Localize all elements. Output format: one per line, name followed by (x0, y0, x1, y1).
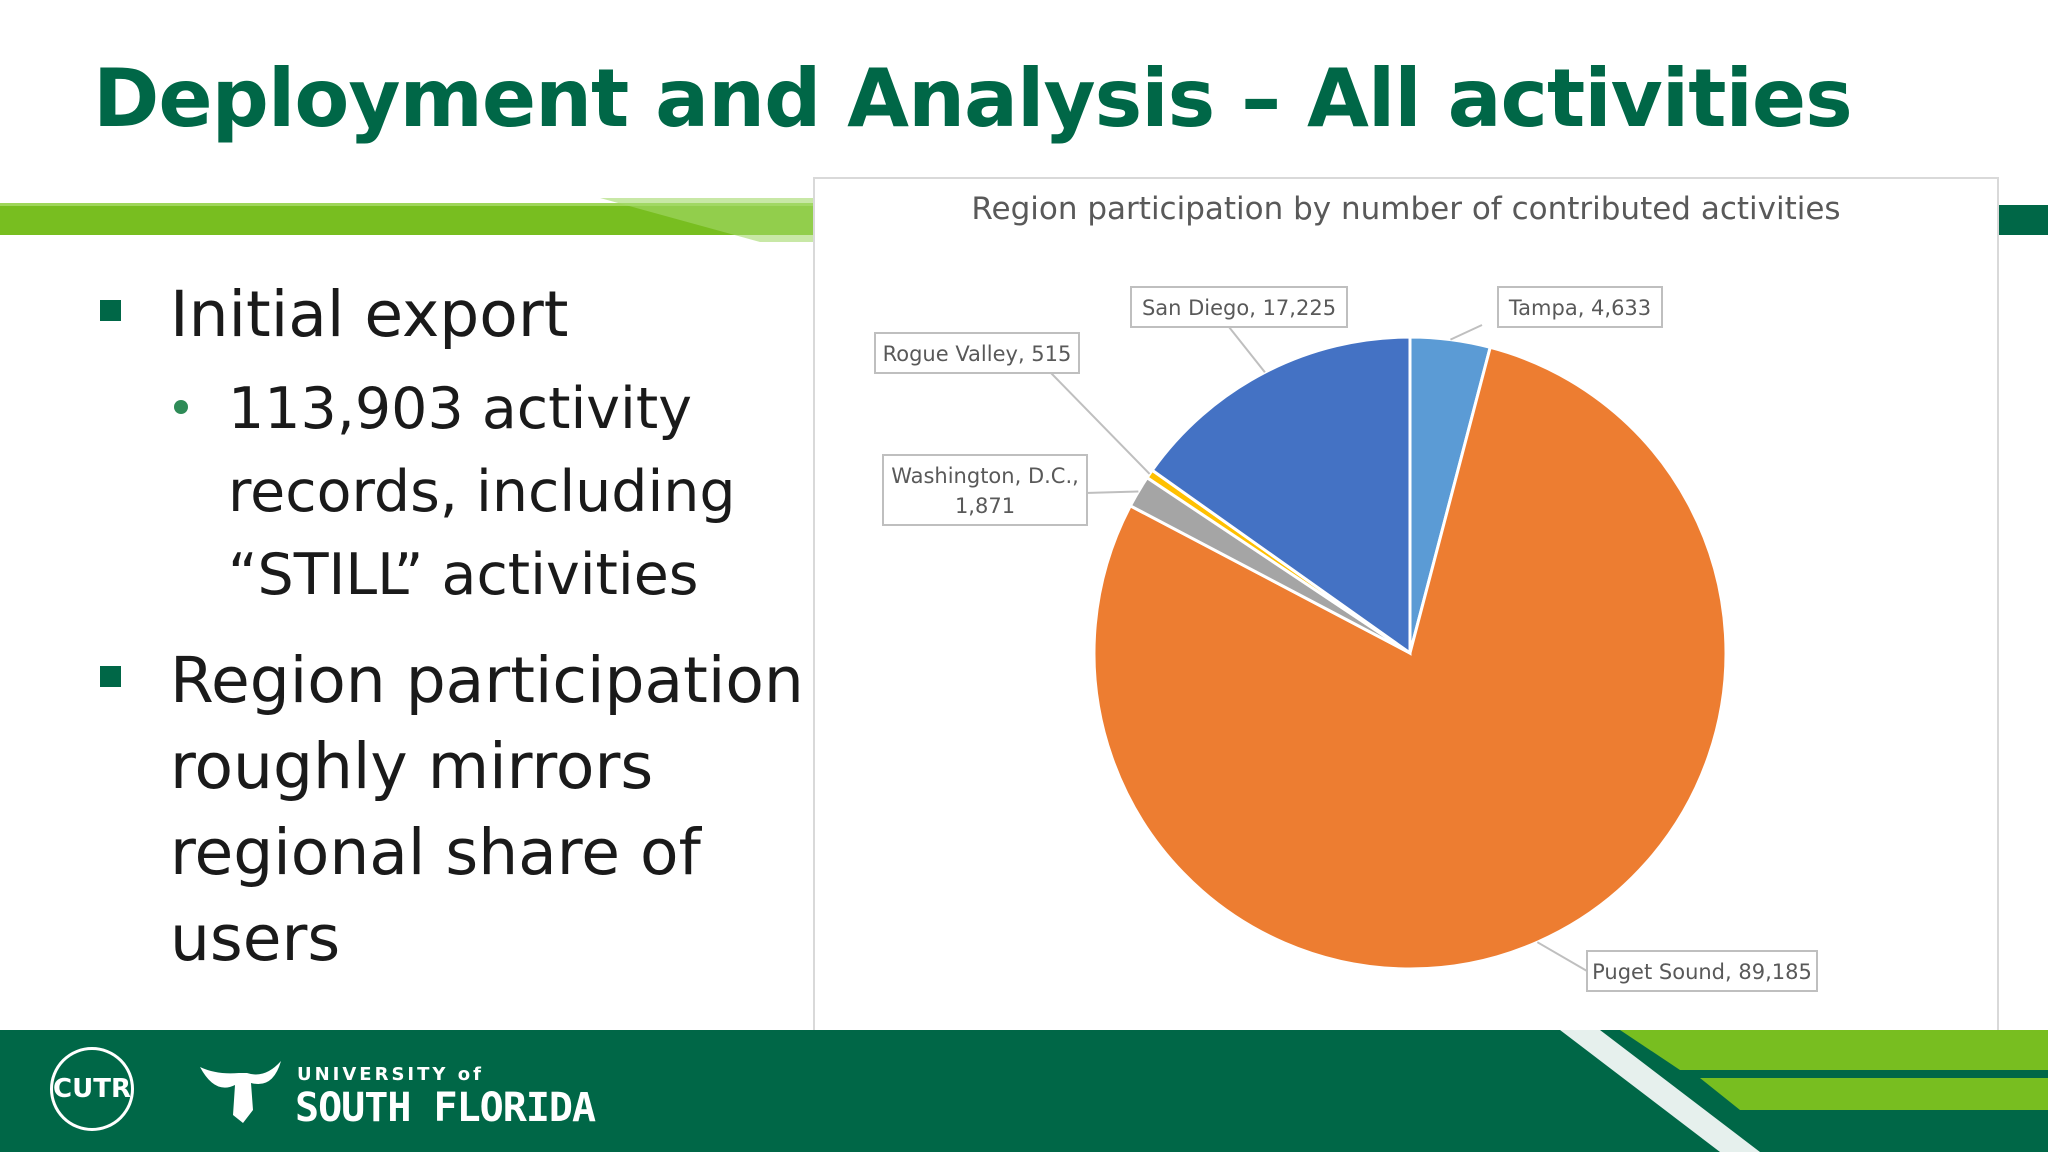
data-label: Tampa, 4,633 (1508, 296, 1651, 320)
data-label: Puget Sound, 89,185 (1592, 960, 1812, 984)
data-label: Washington, D.C., (891, 464, 1079, 488)
sub-bullet-line-2: records, including (228, 459, 736, 525)
data-label: 1,871 (955, 494, 1015, 518)
bullet-initial-export-line-1: Initial export (170, 278, 569, 351)
pie-chart-plot: Tampa, 4,633 Puget Sound, 89,185 Washingto… (874, 286, 1818, 992)
leader-line (1536, 941, 1588, 972)
bullet-region-line-4: users (170, 902, 341, 975)
slide-title: Deployment and Analysis – All activities (93, 52, 1853, 145)
bullet-square-icon (100, 666, 121, 687)
data-label-box (1586, 950, 1818, 992)
chart-title: Region participation by number of contri… (971, 191, 1841, 227)
data-label-box (1130, 286, 1348, 328)
leader-line (1450, 324, 1483, 341)
bull-horns-icon (200, 1061, 281, 1123)
bullet-region-line-1: Region participation (170, 644, 804, 717)
data-label-box (882, 454, 1088, 526)
bullet-region-line-2: roughly mirrors (170, 730, 654, 803)
pie-chart: Region participation by number of contri… (813, 177, 1999, 1050)
data-label-box (874, 332, 1080, 374)
usf-wordmark-small: UNIVERSITY of (297, 1064, 484, 1085)
cutr-logo: CUTR (50, 1047, 134, 1131)
leader-line (1084, 490, 1139, 494)
data-label: Rogue Valley, 515 (883, 342, 1072, 366)
pie-slice-puget-sound (1092, 345, 1728, 971)
data-label: San Diego, 17,225 (1142, 296, 1336, 320)
bullet-square-icon (100, 300, 121, 321)
sub-bullet-line-1: 113,903 activity (228, 376, 692, 442)
leader-line (1228, 326, 1266, 373)
pie-slice-san-diego (1150, 335, 1412, 656)
bullet-region-line-3: regional share of (170, 816, 701, 889)
data-label-box (1497, 286, 1663, 328)
leader-line (1050, 372, 1151, 475)
sub-bullet-line-3: “STILL” activities (228, 542, 699, 608)
footer-stripes (1560, 1030, 2048, 1152)
usf-wordmark: SOUTH FLORIDA (295, 1085, 596, 1131)
bullet-dot-icon (174, 400, 188, 414)
